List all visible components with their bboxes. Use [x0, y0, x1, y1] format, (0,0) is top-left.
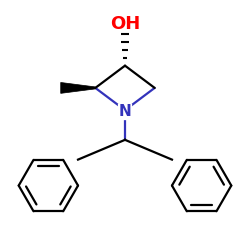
- Polygon shape: [61, 82, 95, 93]
- Text: N: N: [119, 104, 132, 120]
- Text: OH: OH: [110, 15, 140, 33]
